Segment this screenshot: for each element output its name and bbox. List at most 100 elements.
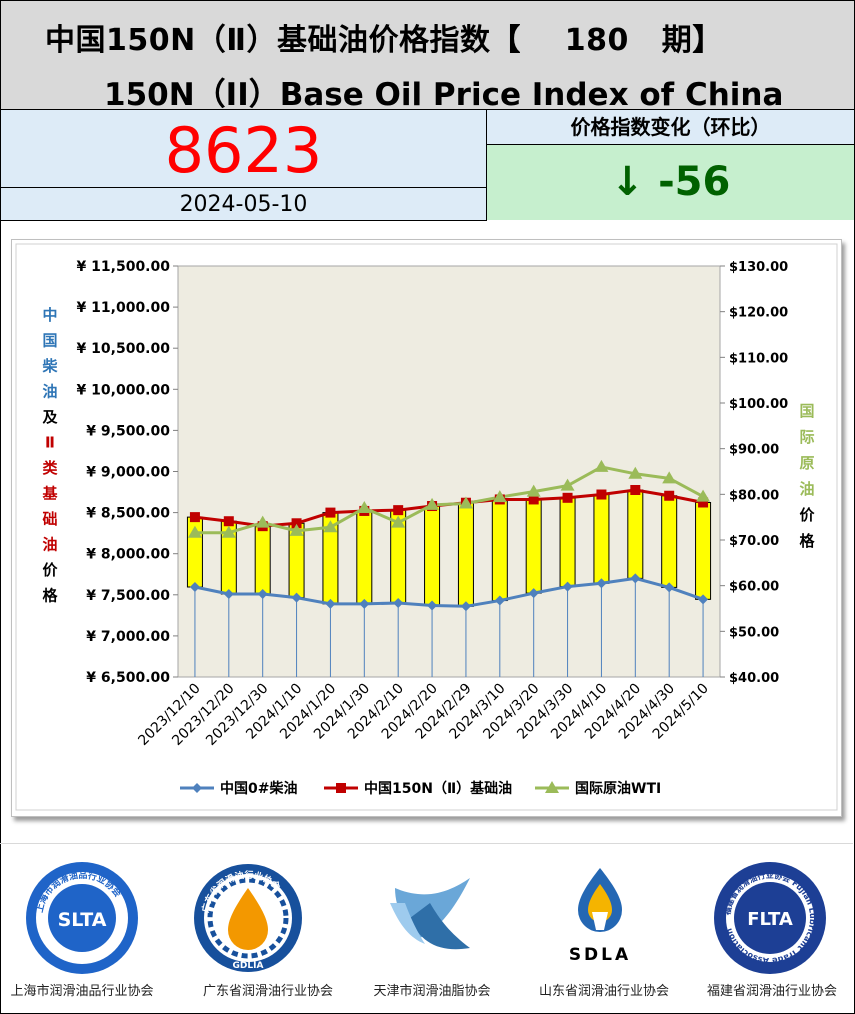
sdla-acronym: SDLA (569, 945, 631, 965)
logos-divider (0, 843, 853, 844)
left-axis-label-char: 及 (42, 408, 58, 426)
right-axis-tick-label: $100.00 (729, 397, 788, 412)
wti-point (560, 478, 575, 491)
index-divider (1, 187, 486, 188)
logo-caption-slta: 上海市润滑油品行业协会 (10, 984, 154, 999)
base-oil-point (393, 505, 404, 516)
price-chart: ¥ 6,500.00 ¥ 7,000.00 ¥ 7,500.00 ¥ 8,000.00… (15, 243, 838, 811)
wti-point (696, 489, 711, 502)
up-down-bar (356, 510, 373, 605)
up-down-bar (457, 502, 474, 607)
left-axis-tick-label: ¥ 7,000.00 (86, 629, 170, 645)
wti-point (526, 484, 541, 497)
base-oil-point (223, 516, 234, 527)
legend-marker (336, 783, 346, 793)
up-down-bar (559, 497, 576, 588)
left-axis-label-char: Ⅱ (45, 434, 55, 452)
diesel-point (257, 588, 268, 599)
up-down-bar (627, 489, 644, 579)
flta-acronym: FLTA (747, 909, 793, 930)
left-axis-label-char: 格 (42, 587, 58, 605)
up-down-bar (695, 501, 712, 600)
wti-point (391, 515, 406, 528)
series-line (194, 465, 704, 535)
left-axis-label-char: 础 (42, 510, 57, 528)
diesel-point (664, 582, 675, 593)
left-axis-label-char: 油 (42, 536, 57, 554)
title-english: 150N（II）Base Oil Price Index of China (104, 77, 784, 113)
right-axis-label-char: 价 (799, 506, 815, 524)
left-axis-tick-label: ¥ 11,500.00 (77, 259, 171, 275)
base-oil-point (325, 507, 336, 518)
wti-point (425, 497, 440, 510)
right-axis-tick-label: $110.00 (729, 351, 788, 366)
diesel-point (291, 592, 302, 603)
chart-panel: ¥ 6,500.00 ¥ 7,000.00 ¥ 7,500.00 ¥ 8,000.00… (11, 239, 842, 817)
right-axis-tick-label: $90.00 (729, 443, 779, 458)
base-oil-point (189, 512, 200, 523)
left-axis-tick-label: ¥ 8,000.00 (86, 547, 170, 563)
wti-point (458, 496, 473, 509)
right-axis-label-char: 际 (799, 428, 814, 446)
logo-caption-flta: 福建省润滑油行业协会 (706, 984, 838, 999)
index-date: 2024-05-10 (179, 192, 308, 217)
logos-strip: 上海市润滑油品行业协会 SLTA 广东省润滑油行业协会 GDLIA SDLA 福… (26, 862, 826, 974)
diesel-point (189, 581, 200, 592)
change-value: ↓ -56 (487, 145, 854, 220)
right-axis-tick-label: $60.00 (729, 580, 779, 595)
up-down-bar (593, 494, 610, 584)
left-axis-tick-label: ¥ 8,500.00 (86, 506, 170, 522)
wti-point (628, 466, 643, 479)
legend-label: 国际原油WTI (575, 780, 661, 797)
diesel-point (393, 598, 404, 609)
diesel-point (562, 581, 573, 592)
diesel-point (528, 588, 539, 599)
diesel-point (460, 601, 471, 612)
base-oil-point (698, 497, 709, 508)
series-line (194, 576, 704, 608)
left-axis-tick-label: ¥ 9,500.00 (86, 423, 170, 439)
base-oil-point (596, 489, 607, 500)
right-axis-tick-label: $50.00 (729, 625, 779, 640)
title-chinese: 中国150N（Ⅱ）基础油价格指数【 180 期】 (45, 23, 723, 58)
right-axis-tick-label: $80.00 (729, 488, 779, 503)
title-banner: 中国150N（Ⅱ）基础油价格指数【 180 期】 150N（II）Base Oi… (1, 1, 854, 113)
base-oil-point (528, 494, 539, 505)
right-axis-label-char: 国 (799, 402, 814, 420)
diesel-point (427, 600, 438, 611)
sdla-logo: SDLA (569, 868, 631, 965)
left-axis-tick-label: ¥ 7,500.00 (86, 588, 170, 604)
left-axis-tick-label: ¥ 10,500.00 (77, 341, 171, 357)
gdlia-logo: 广东省润滑油行业协会 GDLIA (194, 864, 302, 972)
wti-point (289, 523, 304, 536)
wti-point (187, 525, 202, 538)
left-axis-label-char: 国 (42, 332, 57, 350)
legend-marker (192, 783, 202, 793)
diesel-point (596, 578, 607, 589)
left-axis-label-char: 类 (42, 459, 58, 477)
wti-point (221, 525, 236, 538)
right-axis-label-char: 格 (799, 532, 815, 550)
up-down-bar (525, 498, 542, 594)
left-axis-label-char: 中 (42, 306, 57, 324)
up-down-bar (661, 495, 678, 588)
wti-point (594, 459, 609, 472)
left-axis-label-char: 价 (42, 561, 58, 579)
right-axis-label-char: 原 (799, 454, 814, 472)
base-oil-point (562, 492, 573, 503)
right-axis-tick-label: $120.00 (729, 306, 788, 321)
diesel-point (630, 573, 641, 584)
left-axis-tick-label: ¥ 6,500.00 (86, 670, 170, 686)
base-oil-point (291, 518, 302, 529)
diesel-point (325, 598, 336, 609)
flta-logo: 福建省润滑油行业协会 Fujian Lubricant Trade Associ… (714, 862, 826, 974)
plot-area (177, 265, 721, 678)
right-axis-tick-label: $130.00 (729, 260, 788, 275)
slta-acronym: SLTA (58, 909, 107, 931)
index-value: 8623 (164, 114, 323, 187)
gdlia-acronym: GDLIA (233, 961, 264, 971)
left-axis-label-char: 油 (42, 383, 57, 401)
right-axis-tick-label: $40.00 (729, 671, 779, 686)
index-value-box: 8623 2024-05-10 (1, 110, 487, 221)
left-axis-label-char: 基 (41, 485, 58, 503)
